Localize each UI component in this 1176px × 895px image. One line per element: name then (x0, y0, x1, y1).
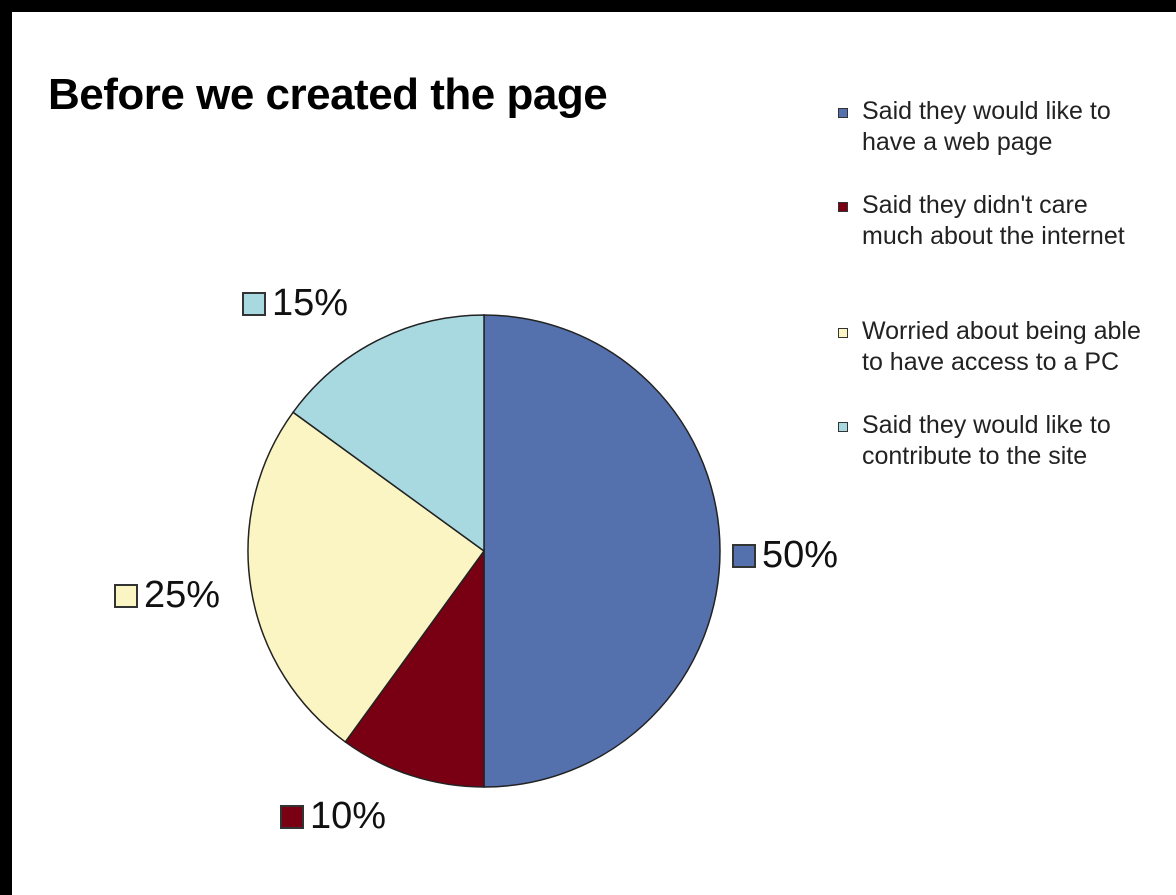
legend-swatch (838, 202, 848, 212)
chart-title: Before we created the page (48, 70, 608, 119)
value-label-web-page: 50% (732, 534, 838, 577)
legend-swatch (838, 108, 848, 118)
legend-label: Said they didn't care much about the int… (862, 191, 1125, 250)
value-label-text: 50% (762, 534, 839, 576)
value-label-swatch (280, 804, 304, 829)
value-label-text: 15% (272, 282, 349, 324)
value-label-text: 10% (310, 795, 387, 837)
legend-label: Said they would like to contribute to th… (862, 411, 1111, 470)
value-label-swatch (732, 543, 756, 568)
value-label-access-pc: 25% (114, 574, 220, 617)
pie-slice-contribute (292, 314, 485, 553)
pie-slice-web-page (483, 314, 721, 788)
value-label-swatch (242, 291, 266, 316)
legend-label: Worried about being able to have access … (862, 317, 1141, 376)
pie-slice-didnt-care (344, 548, 485, 788)
pie-slice-access-pc (247, 411, 486, 743)
legend-swatch (838, 328, 848, 338)
value-label-contribute: 15% (242, 282, 348, 325)
value-label-didnt-care: 10% (280, 795, 386, 838)
value-label-swatch (114, 583, 138, 608)
legend-label: Said they would like to have a web page (862, 97, 1111, 156)
legend-swatch (838, 422, 848, 432)
pie-chart (247, 314, 721, 788)
value-label-text: 25% (144, 574, 221, 616)
